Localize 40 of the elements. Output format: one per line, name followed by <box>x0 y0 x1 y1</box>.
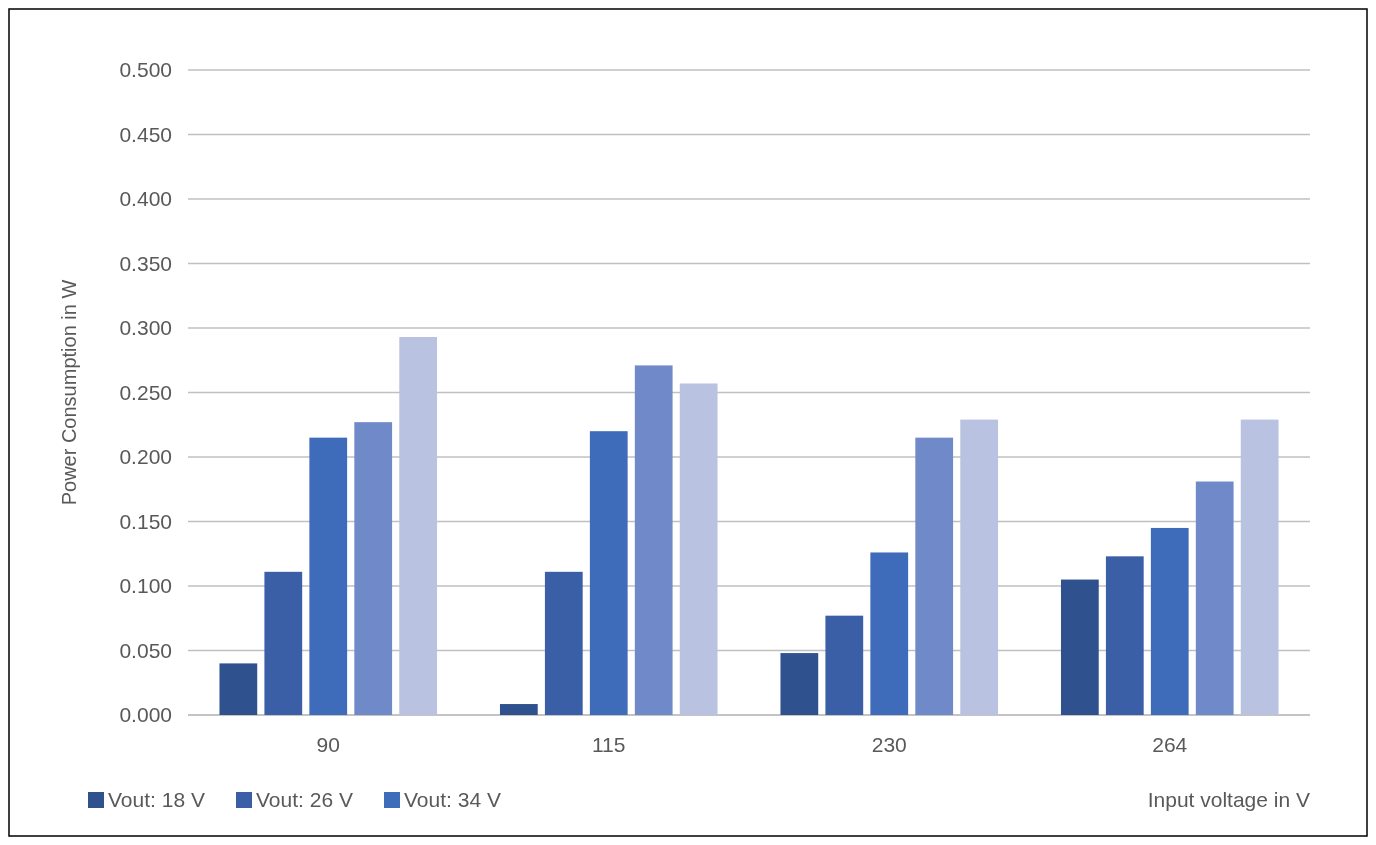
y-tick-label: 0.150 <box>119 509 172 533</box>
y-tick-label: 0.300 <box>119 316 172 340</box>
bar <box>915 437 954 715</box>
bar <box>825 615 864 715</box>
bar <box>960 419 999 715</box>
bar <box>499 704 538 715</box>
bar <box>354 422 393 715</box>
y-tick-label: 0.450 <box>119 122 172 146</box>
x-tick-label: 264 <box>1152 733 1188 756</box>
bar <box>1150 527 1189 715</box>
x-tick-label: 230 <box>871 733 907 756</box>
legend-label: Vout: 26 V <box>256 788 353 812</box>
y-tick-label: 0.200 <box>119 445 172 469</box>
bar <box>634 365 673 715</box>
bar <box>870 552 909 715</box>
y-tick-label: 0.100 <box>119 574 172 598</box>
x-tick-label: 115 <box>592 733 626 756</box>
bar <box>780 653 819 715</box>
bar <box>589 431 628 715</box>
bar <box>309 437 348 715</box>
bar <box>679 383 718 715</box>
y-tick-label: 0.400 <box>119 187 172 211</box>
y-tick-label: 0.000 <box>119 703 172 727</box>
bar <box>544 571 583 715</box>
y-tick-label: 0.250 <box>119 380 172 404</box>
bar <box>1195 481 1234 715</box>
y-axis-title: Power Consumption in W <box>58 279 80 506</box>
y-tick-label: 0.050 <box>119 638 172 662</box>
legend-label: Vout: 34 V <box>404 788 501 812</box>
bar <box>219 663 258 715</box>
bar <box>1240 419 1279 715</box>
y-tick-label: 0.500 <box>119 58 172 82</box>
x-tick-label: 90 <box>316 733 340 756</box>
y-tick-label: 0.350 <box>119 251 172 275</box>
bar <box>264 571 303 715</box>
x-axis-title: Input voltage in V <box>1147 788 1310 812</box>
bar <box>1060 579 1099 715</box>
bar <box>399 337 438 715</box>
legend-label: Vout: 18 V <box>108 788 205 812</box>
bar <box>1105 556 1144 715</box>
